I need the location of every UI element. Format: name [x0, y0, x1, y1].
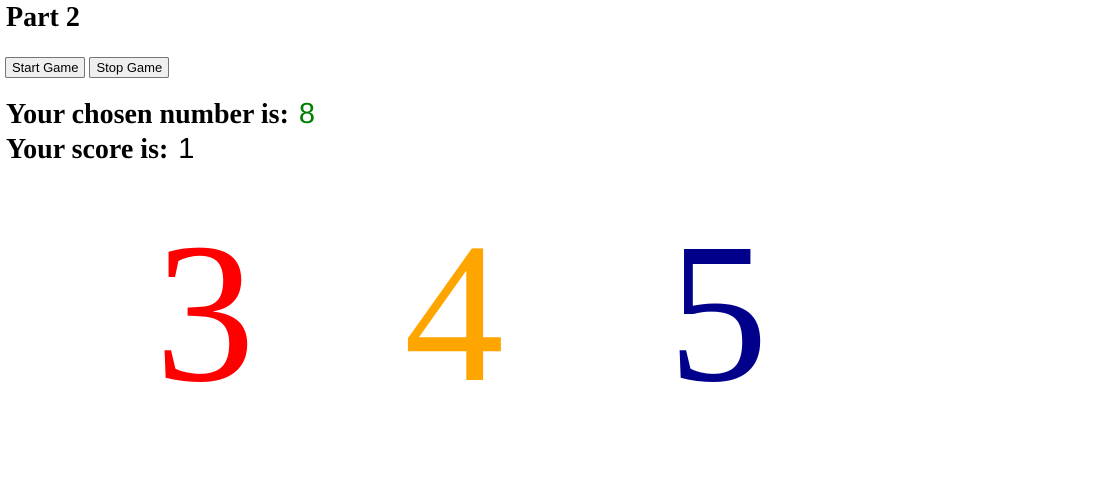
- score-label: Your score is:: [6, 134, 169, 165]
- chosen-number-label: Your chosen number is:: [6, 99, 289, 130]
- chosen-number-value: 8: [298, 98, 316, 130]
- game-controls: Start Game Stop Game: [5, 57, 170, 78]
- game-number-1[interactable]: 3: [155, 203, 255, 424]
- score-line: Your score is: 1: [6, 132, 194, 167]
- game-number-3[interactable]: 5: [668, 203, 768, 424]
- score-value: 1: [178, 133, 195, 165]
- chosen-number-line: Your chosen number is: 8: [6, 97, 315, 132]
- game-number-2[interactable]: 4: [404, 203, 504, 424]
- stop-game-button[interactable]: Stop Game: [89, 57, 170, 78]
- start-game-button[interactable]: Start Game: [5, 57, 86, 78]
- page-title: Part 2: [6, 2, 80, 33]
